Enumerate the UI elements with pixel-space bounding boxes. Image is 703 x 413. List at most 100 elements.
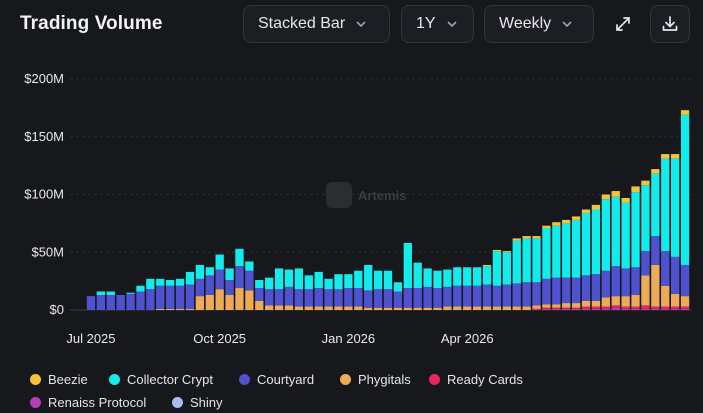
bar-segment-collector-crypt	[334, 274, 343, 290]
bar-segment-courtyard	[522, 282, 531, 307]
bar-segment-collector-crypt	[621, 202, 630, 269]
bar-segment-courtyard	[175, 285, 185, 309]
x-tick-label: Oct 2025	[193, 331, 246, 346]
bar-segment-phygitals	[334, 306, 343, 310]
bar-segment-renaiss-protocol	[601, 308, 610, 311]
bar-segment-ready-cards	[621, 306, 630, 309]
bar-segment-phygitals	[591, 300, 601, 307]
legend-item-shiny[interactable]: Shiny	[172, 395, 223, 410]
legend-swatch	[239, 374, 250, 385]
bar-segment-courtyard	[621, 268, 630, 297]
bar-segment-courtyard	[215, 269, 224, 290]
bar-segment-courtyard	[542, 278, 551, 305]
bar-segment-phygitals	[542, 304, 551, 308]
bar-segment-beezie	[611, 191, 620, 197]
bar-segment-courtyard	[284, 286, 294, 306]
bar-segment-beezie	[492, 249, 502, 252]
bar-segment-courtyard	[482, 284, 492, 307]
chart-type-select[interactable]: Stacked Bar	[243, 5, 390, 43]
bar-segment-courtyard	[86, 296, 96, 310]
bar-segment-courtyard	[433, 288, 442, 308]
bar-segment-renaiss-protocol	[651, 308, 660, 311]
x-tick-label: Apr 2026	[441, 331, 494, 346]
bar-segment-beezie	[532, 236, 541, 239]
bar-segment-courtyard	[472, 285, 482, 307]
fullscreen-button[interactable]	[603, 5, 643, 43]
bar-segment-renaiss-protocol	[661, 308, 670, 311]
legend-item-phygitals[interactable]: Phygitals	[340, 372, 411, 387]
bar-segment-renaiss-protocol	[562, 308, 571, 311]
bar-segment-courtyard	[106, 294, 115, 311]
legend-swatch	[172, 397, 183, 408]
bar-segment-courtyard	[235, 266, 244, 289]
bar-segment-beezie	[581, 209, 591, 213]
bar-segment-phygitals	[581, 300, 591, 307]
bar-segment-courtyard	[591, 274, 601, 301]
bar-segment-collector-crypt	[265, 277, 274, 290]
bar-segment-collector-crypt	[403, 243, 412, 289]
download-button[interactable]	[650, 5, 690, 43]
chevron-down-icon	[356, 21, 366, 28]
bar-segment-beezie	[621, 197, 630, 203]
bar-segment-phygitals	[195, 296, 205, 310]
bar-segment-phygitals	[532, 305, 541, 309]
bar-segment-phygitals	[680, 296, 690, 307]
bar-segment-phygitals	[324, 306, 333, 310]
bar-segment-renaiss-protocol	[680, 308, 690, 311]
bar-segment-collector-crypt	[562, 223, 571, 278]
bar-segment-renaiss-protocol	[542, 308, 551, 311]
legend-item-ready-cards[interactable]: Ready Cards	[429, 372, 523, 387]
bar-segment-courtyard	[651, 236, 660, 265]
bar-segment-courtyard	[671, 256, 680, 294]
bar-segment-phygitals	[492, 306, 502, 310]
bar-segment-phygitals	[661, 285, 670, 307]
bar-segment-courtyard	[552, 277, 561, 305]
legend-item-courtyard[interactable]: Courtyard	[239, 372, 314, 387]
bar-segment-ready-cards	[601, 306, 610, 309]
range-select[interactable]: 1Y	[401, 5, 474, 43]
bar-segment-courtyard	[255, 288, 264, 301]
bar-segment-collector-crypt	[373, 270, 383, 290]
legend-item-beezie[interactable]: Beezie	[30, 372, 88, 387]
bar-segment-courtyard	[443, 286, 452, 307]
bar-segment-phygitals	[294, 306, 304, 310]
bar-segment-phygitals	[433, 307, 442, 310]
y-tick-label: $100M	[24, 187, 64, 202]
legend-swatch	[30, 397, 41, 408]
bar-segment-courtyard	[413, 288, 422, 308]
chevron-down-icon	[562, 21, 572, 28]
bar-segment-phygitals	[621, 296, 630, 307]
bar-segment-collector-crypt	[255, 279, 264, 289]
bar-segment-phygitals	[156, 308, 165, 311]
bar-segment-collector-crypt	[651, 173, 660, 237]
interval-select[interactable]: Weekly	[484, 5, 594, 43]
bar-segment-phygitals	[463, 306, 472, 310]
bar-segment-courtyard	[463, 285, 472, 307]
bar-segment-courtyard	[334, 289, 343, 307]
bar-segment-ready-cards	[661, 306, 670, 309]
legend-item-renaiss-protocol[interactable]: Renaiss Protocol	[30, 395, 146, 410]
bar-segment-collector-crypt	[195, 264, 205, 279]
legend-item-collector-crypt[interactable]: Collector Crypt	[109, 372, 213, 387]
bar-segment-ready-cards	[552, 307, 561, 309]
bar-segment-ready-cards	[591, 306, 601, 309]
bar-segment-courtyard	[116, 294, 125, 311]
bar-segment-collector-crypt	[552, 225, 561, 278]
bar-segment-phygitals	[235, 288, 244, 311]
bar-segment-beezie	[512, 238, 521, 241]
bar-segment-collector-crypt	[463, 267, 472, 286]
bar-segment-collector-crypt	[641, 185, 650, 252]
artemis-logo-icon	[326, 182, 352, 208]
bar-segment-phygitals	[651, 264, 660, 307]
bar-segment-collector-crypt	[215, 254, 224, 270]
bar-segment-collector-crypt	[502, 252, 511, 285]
legend-swatch	[30, 374, 41, 385]
bar-segment-phygitals	[354, 306, 363, 310]
x-tick-label: Jul 2025	[66, 331, 115, 346]
bar-segment-courtyard	[403, 288, 412, 308]
bar-segment-courtyard	[611, 266, 620, 297]
bar-segment-courtyard	[373, 289, 383, 308]
bar-segment-beezie	[651, 169, 660, 174]
y-tick-label: $50M	[31, 244, 64, 259]
